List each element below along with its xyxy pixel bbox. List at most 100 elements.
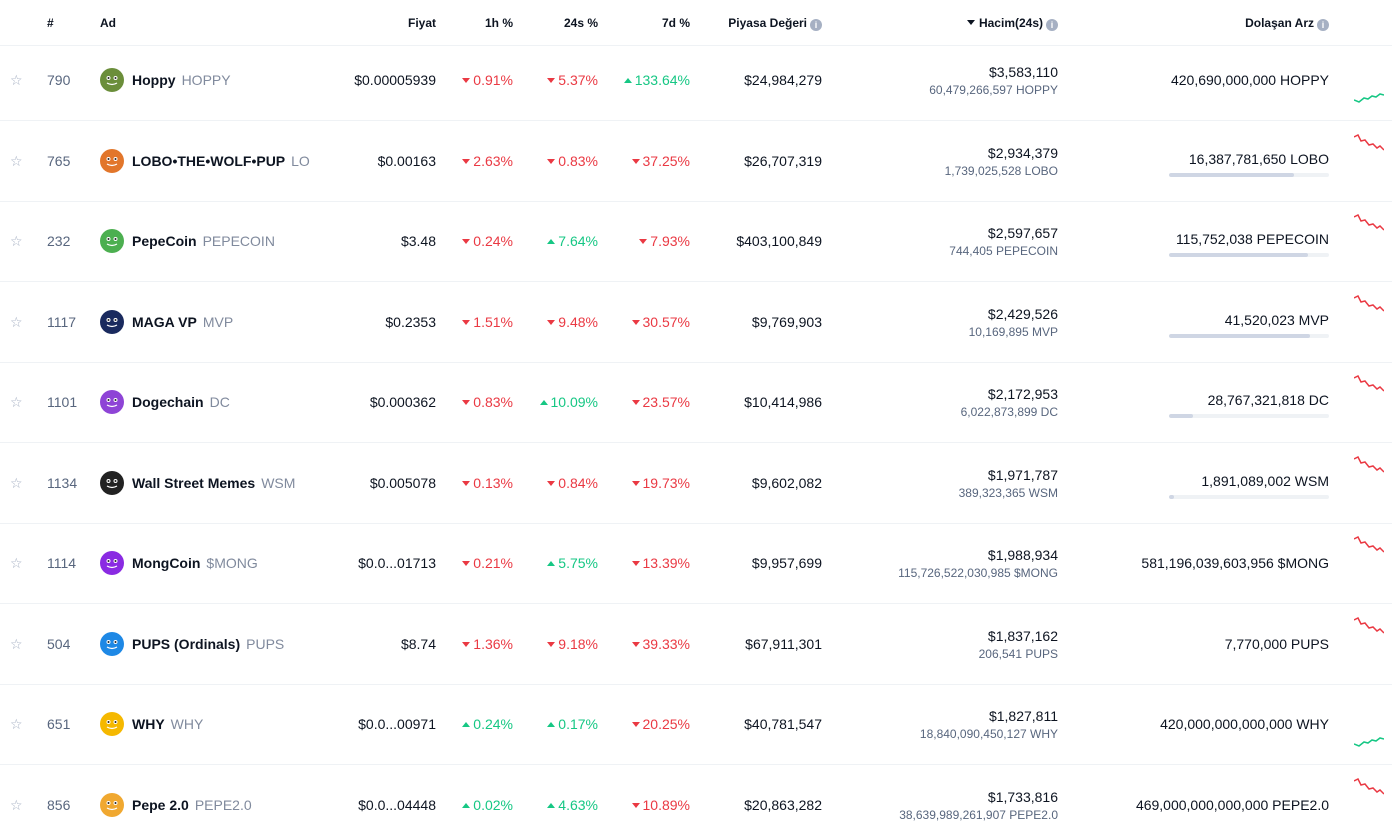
frog-icon	[100, 68, 124, 92]
volume-usd[interactable]: $1,827,811	[988, 708, 1058, 724]
header-supply[interactable]: Dolaşan Arz i	[1245, 15, 1329, 31]
change-1h: 2.63%	[462, 152, 513, 170]
volume-usd[interactable]: $1,837,162	[987, 628, 1058, 644]
table-row[interactable]: ☆ 1114 MongCoin $MONG $0.0...01713 0.21% …	[0, 523, 1392, 604]
rank: 856	[47, 797, 71, 813]
sort-down-icon	[966, 20, 975, 25]
caret-down-icon	[631, 400, 640, 405]
header-market-cap[interactable]: Piyasa Değeri i	[728, 15, 822, 31]
volume-usd[interactable]: $2,172,953	[987, 386, 1058, 402]
info-icon[interactable]: i	[810, 19, 822, 31]
change-1h-value: 0.02%	[473, 797, 513, 813]
caret-down-icon	[631, 803, 640, 808]
rank: 651	[47, 716, 71, 732]
sparkline-7d[interactable]	[1354, 775, 1384, 797]
info-icon[interactable]: i	[1046, 19, 1058, 31]
volume-usd[interactable]: $1,988,934	[987, 547, 1058, 563]
sparkline-7d[interactable]	[1354, 728, 1384, 750]
change-24h-value: 5.75%	[558, 555, 598, 571]
change-7d-value: 20.25%	[642, 716, 690, 732]
supply-progress-bar	[1169, 334, 1329, 338]
rank: 765	[47, 153, 71, 169]
star-icon[interactable]: ☆	[10, 233, 23, 249]
volume-coin: 38,639,989,261,907 PEPE2.0	[899, 808, 1058, 822]
star-icon[interactable]: ☆	[10, 716, 23, 732]
header-24h[interactable]: 24s %	[563, 16, 598, 30]
header-volume[interactable]: Hacim(24s) i	[966, 15, 1058, 31]
header-price[interactable]: Fiyat	[407, 16, 436, 30]
change-1h-value: 0.24%	[473, 233, 513, 249]
table-row[interactable]: ☆ 1101 Dogechain DC $0.000362 0.83% 10.09…	[0, 362, 1392, 443]
change-1h: 0.24%	[462, 715, 513, 733]
market-cap: $9,602,082	[751, 475, 822, 491]
sparkline-7d[interactable]	[1354, 453, 1384, 475]
sparkline-7d[interactable]	[1354, 372, 1384, 394]
circulating-supply: 469,000,000,000,000 PEPE2.0	[1135, 797, 1329, 813]
wolf-icon	[100, 149, 124, 173]
caret-down-icon	[639, 239, 648, 244]
star-icon[interactable]: ☆	[10, 475, 23, 491]
caret-up-icon	[547, 722, 556, 727]
circulating-supply: 7,770,000 PUPS	[1224, 636, 1329, 652]
star-icon[interactable]: ☆	[10, 153, 23, 169]
rank: 1114	[47, 555, 77, 571]
table-row[interactable]: ☆ 1134 Wall Street Memes WSM $0.005078 0.…	[0, 443, 1392, 524]
coin-name-link[interactable]: PUPS (Ordinals) PUPS	[132, 635, 284, 653]
star-icon[interactable]: ☆	[10, 72, 23, 88]
sparkline-7d[interactable]	[1354, 292, 1384, 314]
star-icon[interactable]: ☆	[10, 797, 23, 813]
volume-usd[interactable]: $2,429,526	[987, 306, 1058, 322]
star-icon[interactable]: ☆	[10, 314, 23, 330]
coin-name: PUPS (Ordinals)	[132, 636, 241, 652]
header-1h[interactable]: 1h %	[484, 16, 513, 30]
sparkline-7d[interactable]	[1354, 614, 1384, 636]
volume-usd[interactable]: $1,733,816	[987, 789, 1058, 805]
coin-name-link[interactable]: PepeCoin PEPECOIN	[132, 232, 275, 250]
caret-down-icon	[462, 320, 471, 325]
header-7d[interactable]: 7d %	[661, 16, 690, 30]
coin-name-link[interactable]: WHY WHY	[132, 715, 203, 733]
sparkline-7d[interactable]	[1354, 84, 1384, 106]
sparkline-7d[interactable]	[1354, 211, 1384, 233]
star-icon[interactable]: ☆	[10, 555, 23, 571]
table-row[interactable]: ☆ 1117 MAGA VP MVP $0.2353 1.51% 9.48% 30…	[0, 282, 1392, 363]
coin-name-link[interactable]: Wall Street Memes WSM	[132, 474, 295, 492]
change-24h: 9.48%	[547, 313, 598, 331]
coin-name-link[interactable]: Pepe 2.0 PEPE2.0	[132, 796, 252, 814]
header-name[interactable]: Ad	[100, 16, 116, 30]
coin-symbol: MVP	[202, 314, 234, 330]
change-24h-value: 0.83%	[558, 153, 598, 169]
info-icon[interactable]: i	[1317, 19, 1329, 31]
volume-usd[interactable]: $2,934,379	[987, 145, 1058, 161]
star-icon[interactable]: ☆	[10, 394, 23, 410]
caret-down-icon	[631, 722, 640, 727]
sparkline-7d[interactable]	[1354, 533, 1384, 555]
table-row[interactable]: ☆ 232 PepeCoin PEPECOIN $3.48 0.24% 7.64%…	[0, 201, 1392, 282]
sparkline-7d[interactable]	[1354, 131, 1384, 153]
change-1h-value: 1.51%	[473, 314, 513, 330]
coin-name-link[interactable]: MongCoin $MONG	[132, 554, 258, 572]
pepe-icon	[100, 793, 124, 817]
table-row[interactable]: ☆ 651 WHY WHY $0.0...00971 0.24% 0.17% 20…	[0, 684, 1392, 765]
coin-name: Hoppy	[132, 72, 176, 88]
coin-name-link[interactable]: LOBO•THE•WOLF•PUP LO	[132, 152, 310, 170]
coin-name-link[interactable]: Hoppy HOPPY	[132, 71, 231, 89]
change-1h: 0.02%	[462, 796, 513, 814]
coin-name-link[interactable]: Dogechain DC	[132, 393, 230, 411]
table-row[interactable]: ☆ 765 LOBO•THE•WOLF•PUP LO $0.00163 2.63%…	[0, 121, 1392, 202]
coin-symbol: WSM	[261, 475, 296, 491]
change-7d: 19.73%	[631, 474, 690, 492]
table-row[interactable]: ☆ 504 PUPS (Ordinals) PUPS $8.74 1.36% 9.…	[0, 604, 1392, 685]
volume-usd[interactable]: $2,597,657	[987, 225, 1058, 241]
coin-name-link[interactable]: MAGA VP MVP	[132, 313, 233, 331]
table-row[interactable]: ☆ 856 Pepe 2.0 PEPE2.0 $0.0...04448 0.02%…	[0, 765, 1392, 839]
change-1h: 0.13%	[462, 474, 513, 492]
header-rank[interactable]: #	[47, 16, 54, 30]
volume-usd[interactable]: $3,583,110	[988, 64, 1058, 80]
table-row[interactable]: ☆ 790 Hoppy HOPPY $0.00005939 0.91% 5.37%…	[0, 40, 1392, 121]
volume-usd[interactable]: $1,971,787	[987, 467, 1058, 483]
circulating-supply: 115,752,038 PEPECOIN	[1175, 231, 1329, 247]
change-1h: 0.91%	[462, 71, 513, 89]
market-cap: $67,911,301	[745, 636, 822, 652]
star-icon[interactable]: ☆	[10, 636, 23, 652]
